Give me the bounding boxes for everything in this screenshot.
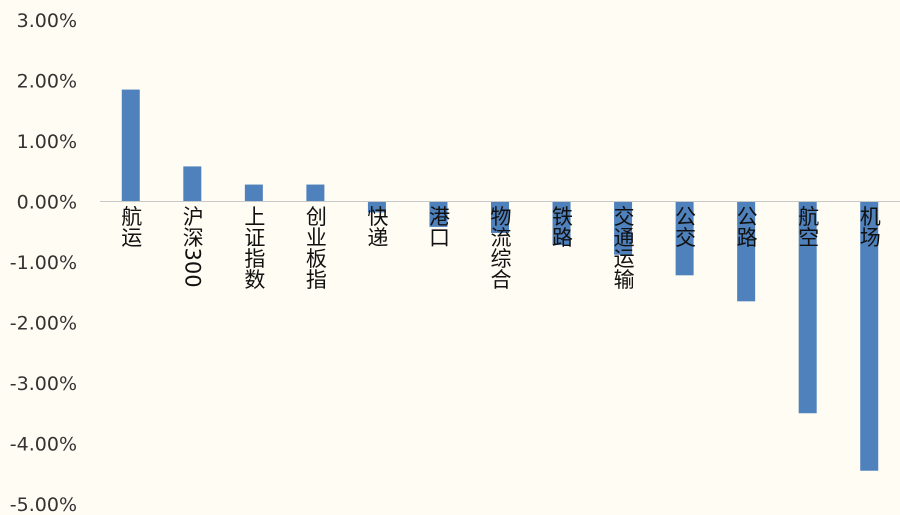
category-label: 公交 xyxy=(673,206,697,248)
category-label: 上证指数 xyxy=(242,206,266,290)
y-tick-label: 3.00% xyxy=(17,10,77,32)
y-tick-label: -1.00% xyxy=(10,252,77,274)
category-label: 航运 xyxy=(119,206,143,248)
category-label: 交通运输 xyxy=(611,206,635,290)
bar xyxy=(367,201,386,213)
bar xyxy=(614,201,633,255)
y-tick-label: 0.00% xyxy=(17,192,77,214)
bar xyxy=(121,89,140,202)
category-label: 机场 xyxy=(857,206,881,248)
bar xyxy=(737,201,756,302)
category-label: 快递 xyxy=(365,206,389,248)
y-tick-label: -3.00% xyxy=(10,373,77,395)
category-label: 港口 xyxy=(426,206,450,248)
bar xyxy=(798,201,817,414)
bar xyxy=(675,201,694,276)
bars-group xyxy=(121,89,879,471)
bar xyxy=(860,201,879,471)
category-label: 沪深300 xyxy=(180,206,204,288)
category-labels: 航运 沪深300 上证指数 创业板指 快递 港口 物流综合 铁路 交通运输 公交 公路 航空 机场 xyxy=(119,206,881,290)
bar xyxy=(306,184,325,202)
category-label: 航空 xyxy=(796,206,820,248)
category-label: 物流综合 xyxy=(488,206,512,290)
y-tick-label: -2.00% xyxy=(10,313,77,335)
bar xyxy=(552,201,571,246)
y-axis: 3.00% 2.00% 1.00% 0.00% -1.00% -2.00% -3.00% -4… xyxy=(10,10,77,515)
bar xyxy=(491,201,509,233)
y-tick-label: 1.00% xyxy=(17,131,77,153)
category-label: 创业板指 xyxy=(303,206,327,290)
bar xyxy=(244,184,263,202)
y-tick-label: -4.00% xyxy=(10,434,77,456)
category-label: 铁路 xyxy=(550,206,574,248)
y-tick-label: -5.00% xyxy=(10,494,77,515)
category-label: 公路 xyxy=(734,206,758,248)
y-tick-label: 2.00% xyxy=(17,71,77,93)
bar xyxy=(183,166,202,202)
bar xyxy=(429,201,448,227)
